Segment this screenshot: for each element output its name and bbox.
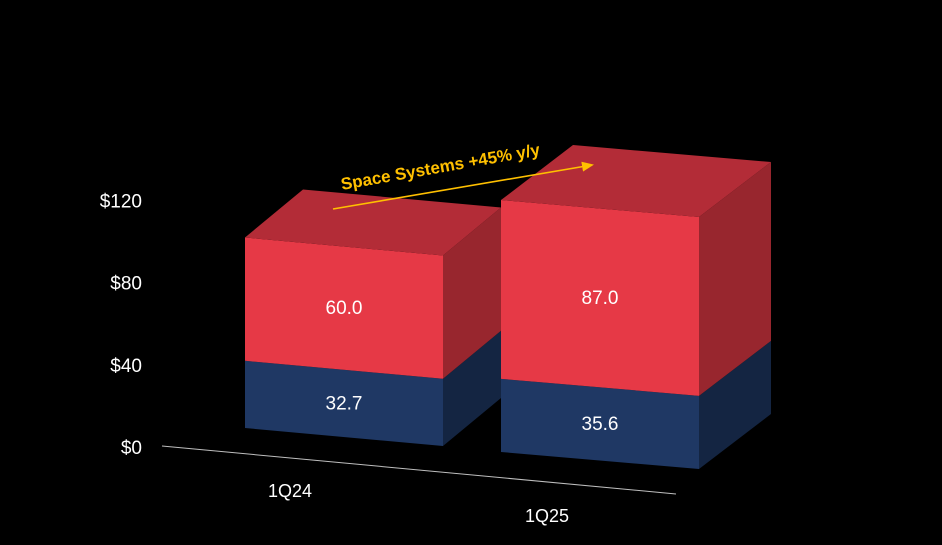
growth-annotation-text: Space Systems +45% y/y [339,140,542,194]
bar-stack-1Q24: 32.7 60.0 [245,189,501,446]
y-tick-label: $120 [100,191,142,212]
data-label: 32.7 [326,393,363,414]
bar-top-face [245,189,501,256]
x-category-label: 1Q25 [525,506,569,526]
y-tick-label: $40 [110,356,142,377]
x-axis-category-labels: 1Q24 1Q25 [268,481,569,526]
x-axis-line [161,445,677,495]
bars: 32.7 60.0 35.6 87.0 [245,145,771,469]
bar-segment-front [245,360,443,446]
bar-segment-front [501,378,699,469]
y-tick-label: $80 [110,274,142,295]
bar-segment-front [245,237,443,379]
bar-segment-side [443,330,501,446]
data-label: 35.6 [582,414,619,435]
bar-stack-1Q25: 35.6 87.0 [501,145,771,469]
bar-segment-front [501,200,699,396]
x-axis-line-group [161,445,677,495]
growth-arrow [332,161,594,210]
data-label: 87.0 [582,288,619,309]
bar-segment-side [443,207,501,379]
y-tick-label: $0 [121,438,142,459]
bar-segment-side [699,162,771,396]
y-axis-ticks: $0 $40 $80 $120 [100,191,142,459]
x-category-label: 1Q24 [268,481,312,501]
data-label: 60.0 [326,298,363,319]
bar-segment-side [699,340,771,469]
bar-top-face [501,145,771,218]
